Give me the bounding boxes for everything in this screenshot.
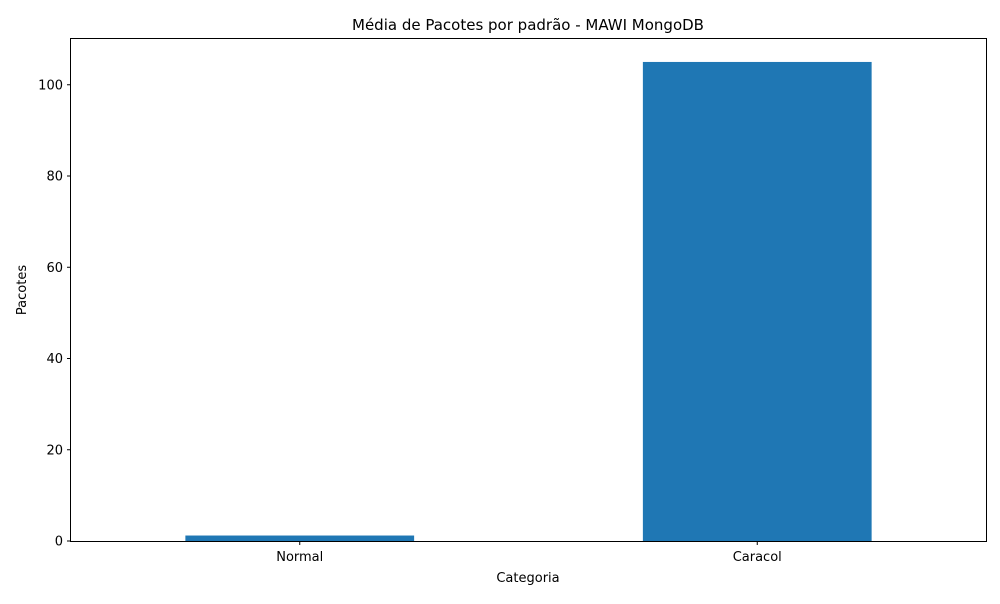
y-axis: 0 20 40 60 80 100: [38, 78, 71, 550]
bar-caracol: [642, 61, 872, 541]
y-tick-label: 0: [55, 535, 63, 550]
bar-normal: [185, 535, 415, 541]
y-tick-label: 20: [46, 443, 63, 458]
y-tick-label: 60: [46, 261, 63, 276]
x-axis-label: Categoria: [496, 571, 559, 586]
chart-title: Média de Pacotes por padrão - MAWI Mongo…: [352, 16, 704, 34]
y-tick-label: 100: [38, 78, 63, 93]
y-tick-label: 40: [46, 352, 63, 367]
y-tick-label: 80: [46, 170, 63, 185]
y-axis-label: Pacotes: [15, 265, 30, 315]
plot-frame: [70, 38, 987, 542]
bars-layer: [185, 61, 872, 541]
x-tick-label: Caracol: [733, 550, 782, 565]
x-tick-label: Normal: [276, 550, 323, 565]
x-axis: Normal Caracol: [276, 541, 782, 565]
